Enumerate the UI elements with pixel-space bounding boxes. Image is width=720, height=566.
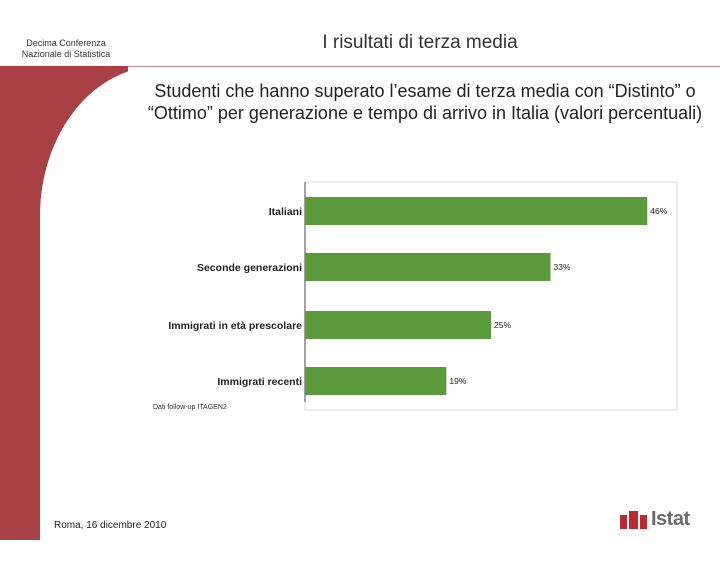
bar [305,311,491,339]
footer-date: Roma, 16 dicembre 2010 [54,520,167,531]
value-label: 25% [494,320,511,330]
value-label: 19% [449,376,466,386]
category-label: Immigrati recenti [217,376,302,388]
slide-title: Studenti che hanno superato l’esame di t… [147,81,703,123]
bar [305,367,447,395]
section-title: I risultati di terza media [322,32,518,53]
category-label: Seconde generazioni [197,262,302,274]
istat-logo-text: Istat [651,508,690,530]
source-note: Dati follow-up ITAGEN2 [153,404,227,411]
conference-label: Decima Conferenza Nazionale di Statistic… [21,38,111,59]
sidebar-curve [40,66,160,566]
header-left-area [0,0,128,66]
bar-chart: Italiani 46% Seconde generazioni 33% Immigra… [153,181,678,411]
category-label: Immigrati in età prescolare [168,320,302,332]
category-label: Italiani [269,206,302,218]
value-label: 46% [650,206,667,216]
istat-logo-mark [620,511,647,529]
istat-logo: Istat [620,508,692,532]
bar [305,253,551,281]
value-label: 33% [554,262,571,272]
header-divider [128,66,720,67]
bar [305,197,648,225]
